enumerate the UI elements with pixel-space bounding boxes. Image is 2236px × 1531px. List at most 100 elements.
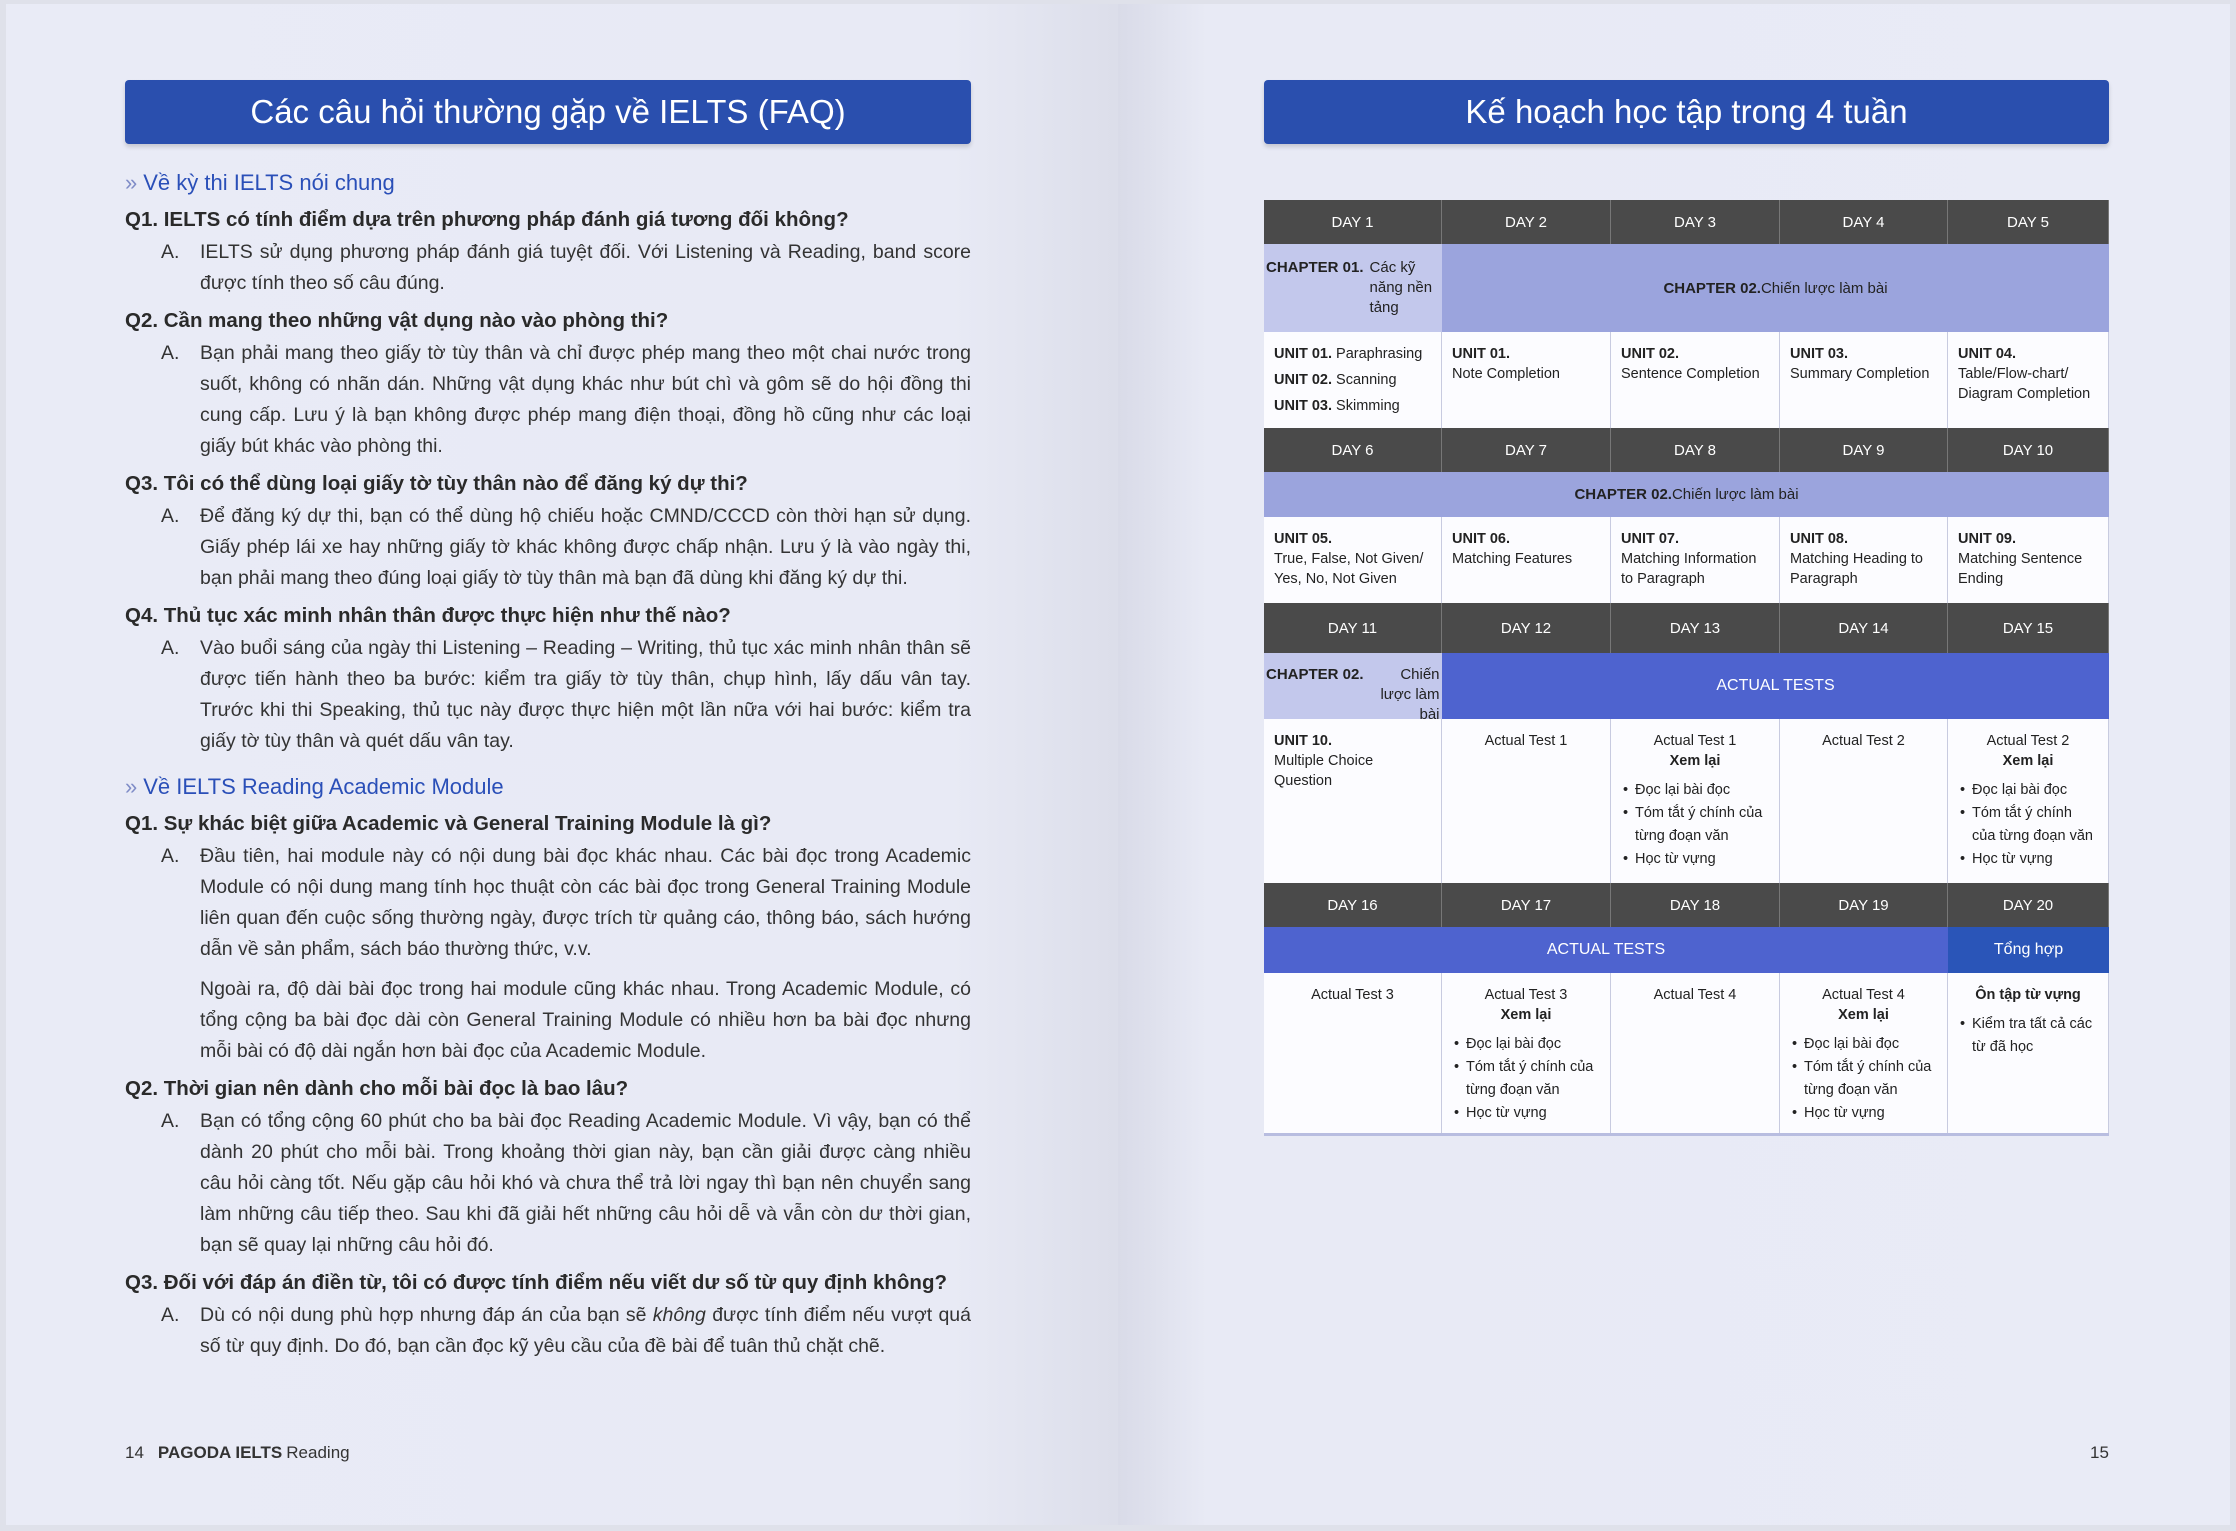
- unit-label: UNIT 05.: [1274, 531, 1333, 547]
- faq-question: Q2. Cần mang theo những vật dụng nào vào…: [125, 309, 669, 332]
- unit-title: Matching Sentence Ending: [1958, 551, 2083, 587]
- unit-cell: UNIT 01. Note Completion: [1442, 332, 1611, 428]
- day-header: DAY 14: [1780, 603, 1948, 653]
- day-header: DAY 15: [1948, 603, 2109, 653]
- answer-marker: A.: [161, 1110, 180, 1132]
- faq-question: Q2. Thời gian nên dành cho mỗi bài đọc l…: [125, 1077, 629, 1100]
- actual-tests-label: ACTUAL TESTS: [1546, 941, 1666, 958]
- unit-title: Matching Heading to Paragraph: [1790, 551, 1923, 587]
- unit-label: UNIT 04.: [1958, 346, 2017, 362]
- faq-content: » Về kỳ thi IELTS nói chung Q1. IELTS có t…: [125, 165, 971, 1362]
- day-header: DAY 6: [1264, 428, 1442, 472]
- review-list: Đọc lại bài đọcTóm tắt ý chính của từng …: [1958, 779, 2098, 871]
- unit-cell: UNIT 04. Table/Flow-chart/ Diagram Comple…: [1948, 332, 2109, 428]
- unit-line: UNIT 01. Paraphrasing: [1274, 344, 1431, 364]
- test-cell: Actual Test 4 Xem lại Đọc lại bài đọcTóm t…: [1780, 973, 1948, 1133]
- answer-part: Dù có nội dung phù hợp nhưng đáp án của …: [200, 1304, 653, 1326]
- review-list: Đọc lại bài đọcTóm tắt ý chính của từng …: [1790, 1033, 1937, 1125]
- unit-title: True, False, Not Given/ Yes, No, Not Giv…: [1274, 551, 1424, 587]
- review-title: Ôn tập từ vựng: [1975, 987, 2081, 1003]
- test-name: Actual Test 2: [1986, 733, 2070, 749]
- review-item: Đọc lại bài đọc: [1452, 1033, 1600, 1056]
- test-name: Actual Test 3: [1311, 987, 1394, 1003]
- faq-answer: A. Đầu tiên, hai module này có nội dung b…: [125, 841, 971, 1067]
- day-header: DAY 3: [1611, 200, 1780, 244]
- chapter-text: Chiến lược làm bài: [1760, 279, 1888, 297]
- plan-title-banner: Kế hoạch học tập trong 4 tuần: [1264, 80, 2109, 144]
- page-number: 14: [125, 1443, 144, 1462]
- page-number: 15: [2090, 1443, 2109, 1462]
- day-header: DAY 4: [1780, 200, 1948, 244]
- answer-paragraph: Dù có nội dung phù hợp nhưng đáp án của …: [200, 1300, 971, 1362]
- answer-paragraph: Ngoài ra, độ dài bài đọc trong hai modul…: [200, 978, 971, 1062]
- unit-cell: UNIT 07. Matching Information to Paragrap…: [1611, 517, 1780, 603]
- day-header: DAY 12: [1442, 603, 1611, 653]
- unit-label: UNIT 10.: [1274, 733, 1333, 749]
- test-name: Actual Test 1: [1653, 733, 1737, 749]
- answer-part: được tính điểm nếu vượt quá số từ quy đị…: [200, 1304, 971, 1357]
- review-item: Tóm tắt ý chính của từng đoạn văn: [1790, 1056, 1937, 1102]
- test-cell: Actual Test 2: [1780, 719, 1948, 883]
- review-item: Tóm tắt ý chính của từng đoạn văn: [1452, 1056, 1600, 1102]
- test-cell: Actual Test 1: [1442, 719, 1611, 883]
- summary-label: Tổng hợp: [1993, 941, 2064, 958]
- day-header: DAY 5: [1948, 200, 2109, 244]
- answer-text: Dù có nội dung phù hợp nhưng đáp án của …: [200, 1300, 971, 1362]
- unit-title: Note Completion: [1452, 366, 1560, 382]
- review-item: Tóm tắt ý chính của từng đoạn văn: [1958, 802, 2098, 848]
- day-header: DAY 1: [1264, 200, 1442, 244]
- unit-line: UNIT 03. Skimming: [1274, 396, 1431, 416]
- chapter-band: Tổng hợp: [1948, 927, 2109, 973]
- chapter-band: CHAPTER 02. Chiến lược làm bài: [1264, 472, 2109, 517]
- unit-label: UNIT 01.: [1452, 346, 1511, 362]
- left-footer: 14 PAGODA IELTS Reading: [125, 1443, 350, 1463]
- unit-label: UNIT 06.: [1452, 531, 1511, 547]
- unit-title: Scanning: [1336, 372, 1397, 388]
- unit-line: UNIT 02. Scanning: [1274, 370, 1431, 390]
- review-item: Kiểm tra tất cả các từ đã học: [1958, 1013, 2098, 1059]
- unit-title: Matching Features: [1452, 551, 1573, 567]
- chapter-text: Chiến lược làm bài: [1671, 486, 1799, 503]
- chapter-band: ACTUAL TESTS: [1264, 927, 1948, 973]
- review-label: Xem lại: [1500, 1007, 1552, 1023]
- chapter-label: CHAPTER 02.: [1266, 666, 1364, 683]
- chapter-band: CHAPTER 01. Các kỹ năng nền tảng: [1264, 244, 1442, 332]
- section-heading: » Về kỳ thi IELTS nói chung: [125, 167, 971, 198]
- unit-cell: UNIT 03. Summary Completion: [1780, 332, 1948, 428]
- chevron-right-double-icon: »: [125, 774, 138, 799]
- left-page: [6, 4, 1118, 1525]
- unit-label: UNIT 02.: [1274, 372, 1333, 388]
- answer-text: IELTS sử dụng phương pháp đánh giá tuyệt…: [200, 237, 971, 299]
- review-label: Xem lại: [1669, 753, 1721, 769]
- answer-paragraph: Vào buổi sáng của ngày thi Listening – R…: [200, 637, 971, 752]
- test-name: Actual Test 4: [1653, 987, 1737, 1003]
- answer-text: Bạn có tổng cộng 60 phút cho ba bài đọc …: [200, 1106, 971, 1261]
- day-header: DAY 19: [1780, 883, 1948, 927]
- unit-title: Skimming: [1336, 398, 1400, 414]
- answer-marker: A.: [161, 845, 180, 867]
- book-subject: Reading: [286, 1443, 350, 1462]
- answer-text: Bạn phải mang theo giấy tờ tùy thân và c…: [200, 338, 971, 462]
- faq-title-banner: Các câu hỏi thường gặp về IELTS (FAQ): [125, 80, 971, 144]
- faq-answer: A. Để đăng ký dự thi, bạn có thể dùng hộ …: [125, 501, 971, 594]
- answer-marker: A.: [161, 637, 180, 659]
- unit-cell: UNIT 10. Multiple Choice Question: [1264, 719, 1442, 883]
- review-label: Xem lại: [2002, 753, 2054, 769]
- answer-paragraph: Bạn phải mang theo giấy tờ tùy thân và c…: [200, 342, 971, 457]
- answer-marker: A.: [161, 505, 180, 527]
- test-name: Actual Test 3: [1484, 987, 1568, 1003]
- answer-paragraph: Để đăng ký dự thi, bạn có thể dùng hộ ch…: [200, 505, 971, 589]
- plan-title: Kế hoạch học tập trong 4 tuần: [1465, 93, 1908, 130]
- day-header: DAY 9: [1780, 428, 1948, 472]
- faq-question: Q4. Thủ tục xác minh nhân thân được thực…: [125, 604, 731, 627]
- test-name: Actual Test 4: [1822, 987, 1905, 1003]
- unit-title: Matching Information to Paragraph: [1621, 551, 1757, 587]
- faq-question: Q3. Tôi có thể dùng loại giấy tờ tùy thâ…: [125, 472, 748, 495]
- review-list: Đọc lại bài đọcTóm tắt ý chính của từng …: [1452, 1033, 1600, 1125]
- unit-title: Multiple Choice Question: [1274, 753, 1374, 789]
- section-heading: » Về IELTS Reading Academic Module: [125, 771, 971, 802]
- answer-text: Đầu tiên, hai module này có nội dung bài…: [200, 841, 971, 1067]
- chapter-band: CHAPTER 02. Chiến lược làm bài: [1264, 653, 1442, 723]
- unit-cell: UNIT 06. Matching Features: [1442, 517, 1611, 603]
- review-item: Học từ vựng: [1452, 1102, 1600, 1125]
